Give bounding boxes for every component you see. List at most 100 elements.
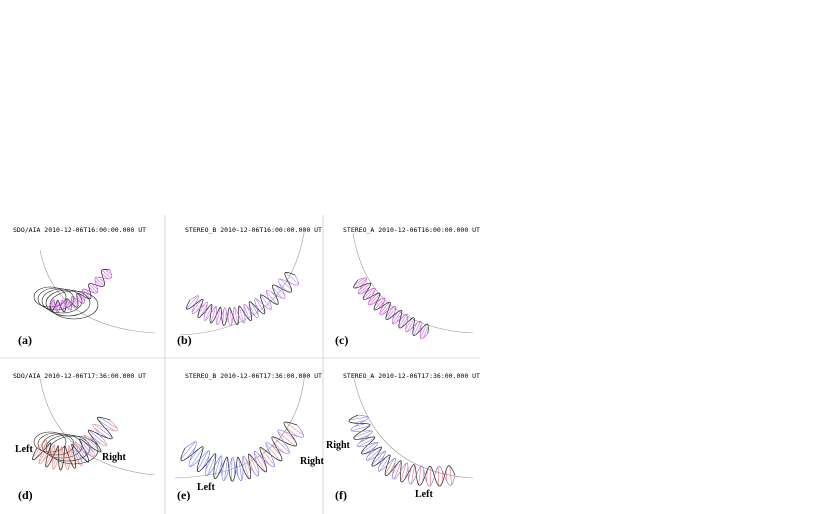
field-loop bbox=[37, 432, 75, 456]
helix-stripe bbox=[79, 293, 85, 301]
helix-stripe bbox=[385, 306, 394, 318]
helix-stripe bbox=[400, 463, 407, 482]
helix-stripe bbox=[88, 429, 107, 446]
helix-stripe bbox=[408, 467, 412, 480]
helix-stripe bbox=[416, 324, 422, 334]
helix-stripe bbox=[410, 465, 415, 484]
helix-stripe bbox=[362, 286, 370, 294]
helix-stripe bbox=[386, 306, 397, 320]
helix-stripe bbox=[65, 300, 69, 309]
annotation: Left bbox=[197, 482, 215, 493]
helix-stripe bbox=[230, 308, 232, 325]
helix-stripe bbox=[195, 302, 203, 313]
helix-stripe bbox=[362, 287, 375, 299]
helix-stripe bbox=[93, 423, 113, 438]
helix-stripe bbox=[78, 443, 89, 459]
helix-stripe bbox=[392, 310, 402, 324]
helix-stripe bbox=[49, 301, 53, 310]
helix-stripe bbox=[202, 455, 210, 469]
helix-stripe bbox=[204, 304, 213, 321]
helix-stripe bbox=[349, 416, 368, 421]
helix-stripe bbox=[420, 324, 427, 339]
helix-stripe bbox=[85, 289, 92, 297]
helix-stripe bbox=[423, 325, 429, 339]
helix-stripe bbox=[63, 301, 66, 310]
helix-stripe bbox=[60, 446, 63, 471]
helix-stripe bbox=[361, 442, 378, 453]
helix-stripe bbox=[379, 455, 391, 472]
helix-stripe bbox=[251, 302, 259, 316]
panel-label: (e) bbox=[177, 488, 190, 502]
annotation: Right bbox=[102, 452, 127, 463]
panel-header: STEREO_B 2010-12-06T16:00:00.000 UT bbox=[185, 226, 322, 234]
panel-header: STEREO_B 2010-12-06T17:36:00.000 UT bbox=[185, 372, 322, 380]
helix-stripe bbox=[365, 446, 376, 454]
helix-stripe bbox=[73, 445, 83, 464]
helix-stripe bbox=[190, 447, 204, 467]
limb-arc bbox=[174, 371, 306, 479]
helix-stripe bbox=[412, 322, 418, 332]
helix-stripe bbox=[238, 457, 243, 481]
helix-stripe bbox=[354, 423, 366, 427]
helix-stripe bbox=[353, 277, 365, 286]
helix-stripe bbox=[248, 459, 255, 473]
helix-strand bbox=[357, 277, 429, 340]
helix-stripe bbox=[32, 440, 46, 459]
helix-stripe bbox=[38, 443, 51, 464]
helix-stripe bbox=[246, 459, 252, 474]
helix-stripe bbox=[393, 461, 402, 480]
helix-stripe bbox=[392, 463, 398, 475]
helix-stripe bbox=[358, 283, 371, 294]
helix-stripe bbox=[283, 430, 295, 441]
helix-stripe bbox=[224, 457, 228, 481]
helix-stripe bbox=[180, 441, 196, 460]
helix-stripe bbox=[71, 445, 81, 466]
helix-stripe bbox=[284, 421, 304, 436]
helix-stripe bbox=[68, 446, 76, 467]
panel-label: (a) bbox=[18, 333, 32, 347]
helix-stripe bbox=[58, 451, 61, 466]
helix-stripe bbox=[99, 416, 118, 429]
helix-stripe bbox=[98, 276, 105, 284]
helix-stripe bbox=[76, 293, 85, 304]
helix-stripe bbox=[221, 461, 225, 476]
helix-stripe bbox=[90, 434, 102, 445]
helix-stripe bbox=[42, 446, 51, 462]
annotation: Left bbox=[415, 489, 433, 500]
helix-stripe bbox=[236, 462, 239, 477]
helix-stripe bbox=[384, 457, 395, 475]
helix-stripe bbox=[351, 425, 370, 432]
helix-stripe bbox=[354, 278, 367, 289]
helix-stripe bbox=[242, 456, 249, 479]
helix-stripe bbox=[82, 291, 88, 299]
panel-header: STEREO_A 2010-12-06T17:36:00.000 UT bbox=[343, 372, 480, 380]
helix-stripe bbox=[358, 434, 370, 440]
helix-stripe bbox=[218, 460, 223, 475]
helix-stripe bbox=[359, 437, 371, 443]
helix-stripe bbox=[243, 305, 250, 321]
helix-stripe bbox=[426, 470, 428, 482]
helix-stripe bbox=[369, 293, 381, 306]
helix-stripe bbox=[270, 444, 281, 456]
helix-stripe bbox=[368, 293, 379, 303]
helix-stripe bbox=[76, 295, 82, 304]
helix-strand bbox=[180, 421, 298, 482]
helix-stripe bbox=[445, 469, 448, 482]
helix-stripe bbox=[94, 427, 109, 439]
helix-stripe bbox=[207, 454, 217, 476]
helix-stripe bbox=[255, 298, 266, 314]
helix-stripe bbox=[280, 278, 293, 291]
helix-stripe bbox=[277, 431, 296, 447]
helix-stripe bbox=[398, 313, 407, 328]
helix-stripe bbox=[197, 303, 206, 315]
helix-stripe bbox=[186, 447, 196, 459]
helix-stripe bbox=[279, 283, 288, 292]
helix-stripe bbox=[275, 285, 285, 296]
helix-stripe bbox=[70, 298, 76, 307]
helix-stripe bbox=[260, 452, 270, 465]
helix-stripe bbox=[273, 442, 284, 453]
limb-arc bbox=[352, 373, 474, 479]
helix-stripe bbox=[285, 427, 298, 437]
helix-stripe bbox=[258, 454, 267, 467]
